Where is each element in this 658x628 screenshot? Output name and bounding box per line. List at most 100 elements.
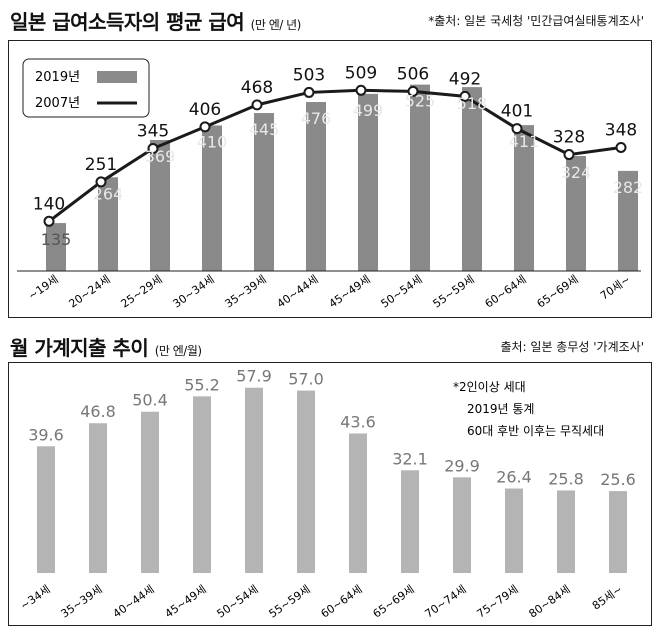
data-label-2019: 445: [249, 120, 280, 139]
bar-2019: [618, 170, 638, 271]
panel-spending: 월 가계지출 추이 (만 엔/월) 출처: 일본 총무성 '가계조사' 39.6…: [0, 328, 658, 628]
bar-2019: [462, 87, 482, 271]
chart2-title: 월 가계지출 추이: [10, 336, 149, 360]
x-tick-label: 25~29세: [118, 273, 164, 311]
x-tick-label: 40~44세: [110, 583, 156, 621]
data-label-2007: 348: [605, 120, 637, 140]
chart2-box: 39.6 46.8 50.4 55.2 57.9 57.0 43.6 32.1 29.9 26.4…: [8, 362, 652, 626]
bar-spending: [453, 477, 471, 573]
data-label-2019: 324: [561, 163, 592, 182]
data-label-2019: 499: [353, 101, 384, 120]
data-label-2007: 492: [449, 69, 481, 89]
data-label-spending: 55.2: [184, 375, 220, 394]
x-tick-label: 20~24세: [66, 273, 112, 311]
chart1-title-wrap: 일본 급여소득자의 평균 급여 (만 엔/ 년): [10, 6, 301, 35]
bar-2019: [358, 93, 378, 271]
chart2-unit: (만 엔/월): [154, 344, 202, 358]
x-tick-label: 80~84세: [526, 583, 572, 621]
data-label-2019: 411: [509, 132, 540, 151]
bar-spending: [141, 411, 159, 573]
x-tick-label: ~34세: [18, 583, 53, 613]
data-label-spending: 39.6: [28, 425, 64, 444]
bar-spending: [401, 470, 419, 573]
chart1-svg: 2019년 2007년 140 251 345 406 468 503 509 506 492 401…: [17, 58, 644, 311]
data-label-2019: 410: [197, 132, 228, 151]
data-label-spending: 29.9: [444, 456, 480, 475]
bar-spending: [245, 387, 263, 573]
data-label-2007: 251: [85, 155, 117, 175]
chart1-box: 2019년 2007년 140 251 345 406 468 503 509 506 492 401…: [8, 40, 652, 318]
bar-spending: [37, 446, 55, 573]
data-label-spending: 46.8: [80, 402, 116, 421]
x-tick-label: 50~54세: [378, 273, 424, 311]
data-label-2019: 476: [301, 109, 332, 128]
x-tick-label: 75~79세: [474, 583, 520, 621]
x-tick-label: 40~44세: [274, 273, 320, 311]
x-tick-label: 45~49세: [326, 273, 372, 311]
legend-label-bar: 2019년: [35, 70, 80, 85]
data-label-2007: 328: [553, 128, 585, 148]
bar-2019: [410, 84, 430, 271]
bar-spending: [297, 390, 315, 573]
data-label-spending: 43.6: [340, 412, 376, 431]
point-2007: [199, 121, 211, 133]
x-tick-label: 60~64세: [318, 583, 364, 621]
point-2007: [511, 123, 523, 135]
panel-salary: 일본 급여소득자의 평균 급여 (만 엔/ 년) *출처: 일본 국세청 '민간…: [8, 6, 652, 318]
bar-2019: [306, 102, 326, 271]
legend-label-line: 2007년: [35, 96, 80, 111]
bar-spending: [89, 423, 107, 573]
bar-2019: [254, 113, 274, 272]
bar-2019: [46, 223, 66, 271]
data-label-spending: 25.8: [548, 469, 584, 488]
data-label-spending: 26.4: [496, 468, 532, 487]
point-2007: [251, 99, 263, 111]
data-label-2019: 369: [145, 147, 176, 166]
data-label-2007: 345: [137, 122, 169, 142]
data-label-2019: 135: [41, 230, 72, 249]
data-label-2019: 264: [93, 184, 124, 203]
bar-spending: [609, 491, 627, 573]
point-2007: [95, 176, 107, 188]
data-label-2019: 525: [405, 92, 436, 111]
point-2007: [303, 86, 315, 98]
chart2-source: 출처: 일본 총무성 '가계조사': [500, 340, 644, 354]
chart1-title: 일본 급여소득자의 평균 급여: [10, 10, 245, 34]
point-2007: [563, 149, 575, 161]
chart2-note: 60대 후반 이후는 무직세대: [467, 424, 604, 438]
chart1-source: *출처: 일본 국세청 '민간급여실태통계조사': [428, 14, 644, 28]
data-label-2007: 468: [241, 78, 273, 98]
data-label-2007: 506: [397, 64, 429, 84]
bar-2019: [566, 155, 586, 271]
point-2007: [43, 215, 55, 227]
bar-2019: [514, 125, 534, 271]
line-2007: [48, 88, 622, 223]
x-tick-label: 60~64세: [482, 273, 528, 311]
data-label-spending: 50.4: [132, 391, 168, 410]
point-2007: [615, 141, 627, 153]
chart2-note: *2인이상 세대: [453, 380, 526, 394]
chart2-svg: 39.6 46.8 50.4 55.2 57.9 57.0 43.6 32.1 29.9 26.4…: [18, 367, 636, 621]
x-tick-label: 65~69세: [534, 273, 580, 311]
x-tick-label: 55~59세: [266, 583, 312, 621]
point-2007: [147, 143, 159, 155]
x-tick-label: 35~39세: [222, 273, 268, 311]
point-2007: [407, 85, 419, 97]
data-label-2019: 518: [457, 94, 488, 113]
bar-2019: [150, 140, 170, 271]
data-label-spending: 25.6: [600, 470, 636, 489]
bar-spending: [349, 433, 367, 573]
legend-swatch-bar: [97, 71, 137, 83]
x-tick-label: ~19세: [26, 273, 61, 303]
point-2007: [459, 90, 471, 102]
bar-2019: [98, 177, 118, 271]
x-tick-label: 45~49세: [162, 583, 208, 621]
data-label-2007: 503: [293, 65, 325, 85]
x-tick-label: 30~34세: [170, 273, 216, 311]
chart2-title-wrap: 월 가계지출 추이 (만 엔/월): [10, 332, 202, 361]
bar-spending: [505, 488, 523, 573]
data-label-2019: 282: [613, 178, 644, 197]
x-tick-label: 50~54세: [214, 583, 260, 621]
data-label-spending: 57.9: [236, 367, 272, 386]
data-label-spending: 32.1: [392, 449, 428, 468]
